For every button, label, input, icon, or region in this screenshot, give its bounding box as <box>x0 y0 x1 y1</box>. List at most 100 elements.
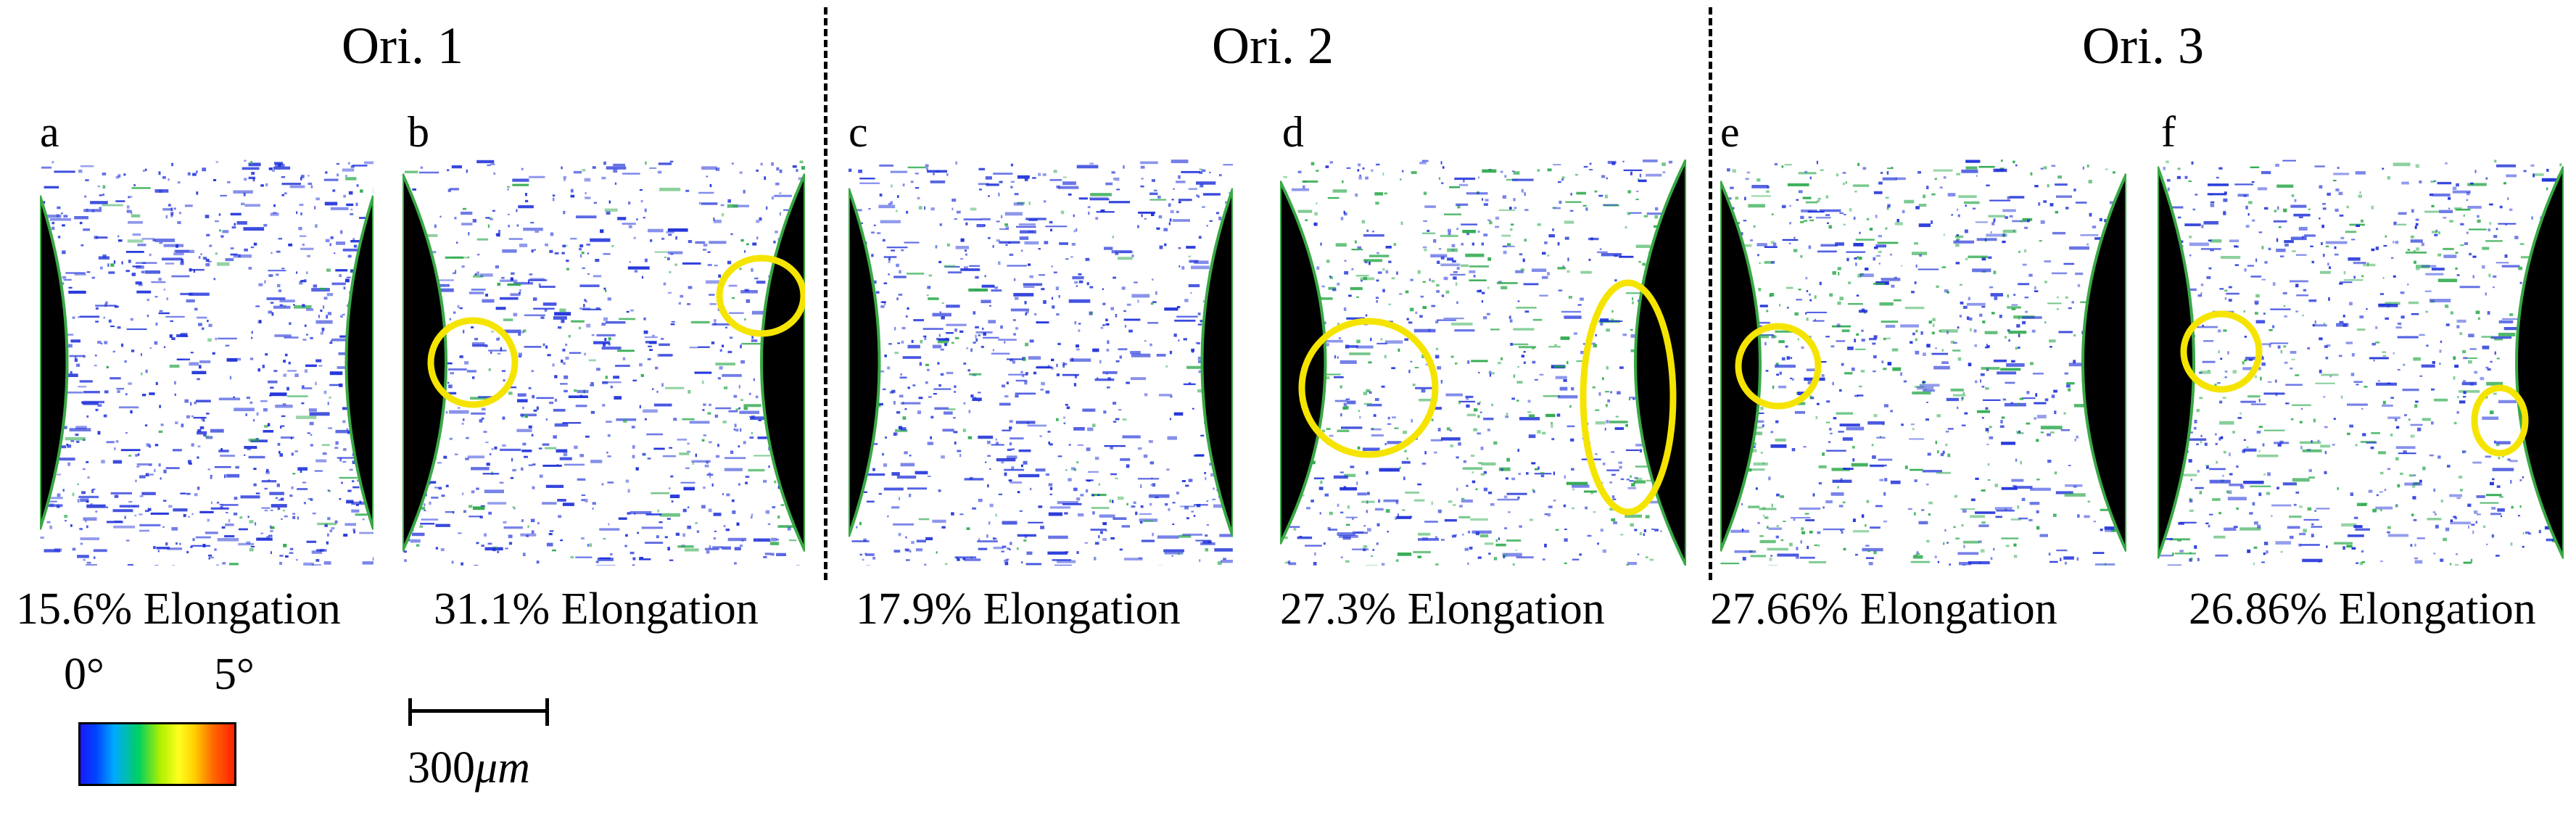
texture-speck <box>1955 244 1960 247</box>
texture-speck <box>1010 437 1024 440</box>
texture-speck <box>1933 169 1953 172</box>
texture-speck <box>1090 193 1112 196</box>
texture-speck <box>1370 428 1382 431</box>
texture-speck <box>2489 203 2493 206</box>
texture-speck <box>1149 502 1152 506</box>
texture-speck <box>420 166 424 169</box>
texture-speck <box>696 530 700 533</box>
texture-speck <box>988 237 991 239</box>
texture-speck <box>1434 451 1437 454</box>
texture-speck <box>1419 315 1423 318</box>
texture-speck <box>2503 327 2523 331</box>
texture-speck <box>1004 559 1008 563</box>
texture-speck <box>1012 360 1015 364</box>
texture-speck <box>2361 219 2364 223</box>
texture-speck <box>1868 562 1873 566</box>
texture-speck <box>1115 177 1120 181</box>
texture-speck <box>1542 431 1546 435</box>
texture-speck <box>2005 336 2007 339</box>
texture-speck <box>1344 212 1347 216</box>
texture-speck <box>488 368 491 371</box>
texture-speck <box>77 555 89 558</box>
texture-speck <box>1137 478 1160 480</box>
texture-speck <box>1374 398 1379 401</box>
texture-speck <box>2001 487 2018 490</box>
texture-speck <box>2546 168 2549 172</box>
texture-speck <box>1013 202 1024 206</box>
texture-speck <box>1063 416 1066 419</box>
texture-speck <box>1947 542 1949 544</box>
texture-speck <box>601 347 622 350</box>
texture-speck <box>1576 191 1586 195</box>
texture-speck <box>659 521 663 524</box>
texture-speck <box>362 561 373 565</box>
texture-speck <box>1767 547 1788 551</box>
texture-speck <box>1368 361 1372 364</box>
texture-speck <box>2010 518 2022 521</box>
texture-speck <box>1099 531 1103 534</box>
texture-speck <box>1757 521 1760 524</box>
texture-speck <box>2266 492 2271 495</box>
texture-speck <box>2020 460 2022 465</box>
texture-speck <box>590 238 611 242</box>
texture-speck <box>1962 392 1965 395</box>
texture-speck <box>1339 385 1342 389</box>
texture-speck <box>642 452 646 456</box>
texture-speck <box>640 373 644 377</box>
texture-speck <box>1473 274 1476 278</box>
texture-speck <box>2063 556 2074 560</box>
texture-speck <box>575 556 593 558</box>
texture-speck <box>2228 286 2232 289</box>
texture-speck <box>1622 160 1625 162</box>
texture-speck <box>1639 532 1643 535</box>
texture-speck <box>307 182 313 185</box>
texture-speck <box>125 251 144 253</box>
texture-speck <box>215 337 218 341</box>
texture-speck <box>1869 228 1873 231</box>
texture-speck <box>2073 189 2076 191</box>
texture-speck <box>2299 505 2303 508</box>
texture-speck <box>42 504 63 508</box>
texture-speck <box>2035 393 2038 397</box>
texture-speck <box>1344 473 1356 477</box>
texture-speck <box>199 365 202 369</box>
texture-speck <box>1073 230 1076 233</box>
texture-speck <box>1817 544 1820 547</box>
texture-speck <box>1123 318 1141 321</box>
texture-speck <box>1619 366 1624 369</box>
texture-speck <box>1352 548 1369 550</box>
texture-speck <box>108 271 115 274</box>
texture-speck <box>508 238 523 240</box>
texture-speck <box>586 323 591 328</box>
texture-speck <box>956 210 961 214</box>
texture-speck <box>2056 308 2060 310</box>
texture-speck <box>622 223 636 225</box>
texture-speck <box>1182 533 1202 536</box>
texture-speck <box>216 501 220 504</box>
texture-speck <box>1601 253 1622 257</box>
texture-speck <box>632 444 635 449</box>
texture-speck <box>981 327 984 330</box>
texture-speck <box>2395 457 2399 460</box>
texture-speck <box>67 373 78 377</box>
texture-speck <box>278 450 281 454</box>
texture-speck <box>2463 561 2472 564</box>
texture-speck <box>751 339 758 342</box>
texture-speck <box>2208 369 2210 372</box>
texture-speck <box>296 271 298 274</box>
texture-speck <box>1791 448 1796 452</box>
texture-speck <box>957 558 960 561</box>
texture-speck <box>682 508 687 513</box>
texture-speck <box>1518 346 1537 349</box>
texture-speck <box>331 338 353 342</box>
texture-speck <box>1197 323 1202 326</box>
texture-speck <box>278 238 283 240</box>
texture-speck <box>1614 427 1625 430</box>
texture-speck <box>225 344 230 347</box>
texture-speck <box>2226 490 2229 494</box>
texture-speck <box>1556 413 1561 417</box>
texture-speck <box>1981 521 1986 524</box>
texture-speck <box>106 365 109 368</box>
texture-speck <box>533 409 537 412</box>
texture-speck <box>1521 355 1524 357</box>
